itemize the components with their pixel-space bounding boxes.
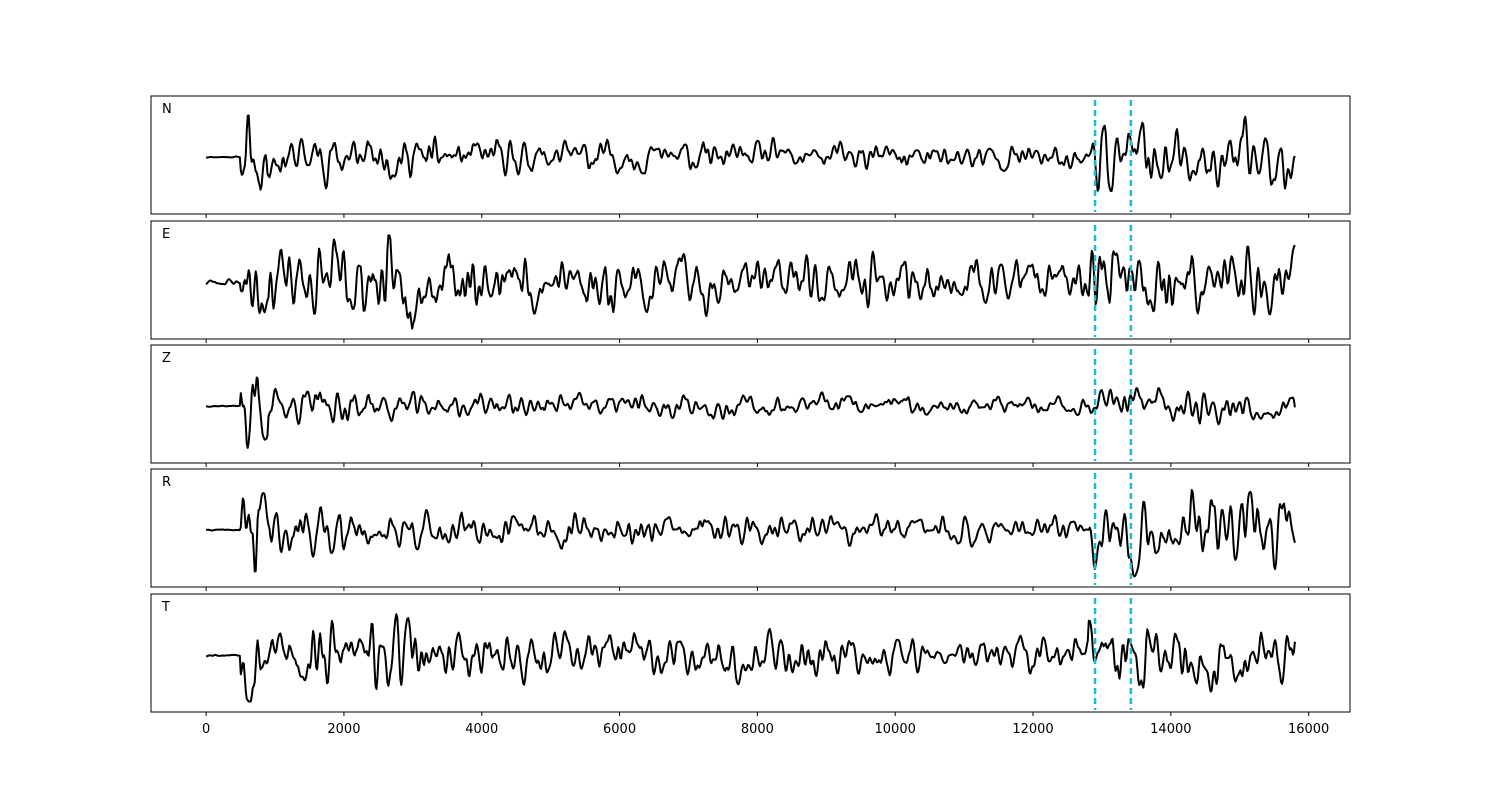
panel-frame xyxy=(150,220,1351,340)
channel-panel-t: T xyxy=(150,593,1351,716)
x-tick-label: 0 xyxy=(202,722,210,737)
channel-panel-z: Z xyxy=(150,344,1351,467)
panel-frame xyxy=(150,468,1351,588)
waveform-trace xyxy=(206,613,1296,703)
panel-frame xyxy=(150,593,1351,713)
x-tick-label: 14000 xyxy=(1150,722,1191,737)
x-tick-label: 8000 xyxy=(741,722,774,737)
waveform-trace xyxy=(206,114,1296,193)
channel-panels: N E Z R T xyxy=(150,95,1351,716)
x-tick-label: 10000 xyxy=(875,722,916,737)
channel-panel-r: R xyxy=(150,468,1351,591)
channel-label: N xyxy=(162,102,172,117)
x-tick-label: 2000 xyxy=(327,722,360,737)
waveform-trace xyxy=(205,489,1296,578)
x-tick-label: 4000 xyxy=(465,722,498,737)
panel-frame xyxy=(150,95,1351,215)
waveform-trace xyxy=(205,234,1296,330)
channel-panel-n: N xyxy=(150,95,1351,218)
channel-panel-e: E xyxy=(150,220,1351,343)
waveform-trace xyxy=(206,376,1296,449)
channel-label: Z xyxy=(162,351,171,366)
channel-label: T xyxy=(161,600,170,615)
channel-label: E xyxy=(162,227,170,242)
x-tick-label: 12000 xyxy=(1012,722,1053,737)
x-tick-label: 6000 xyxy=(603,722,636,737)
x-axis: 0 2000 4000 6000 8000 10000 12000 14000 16000 xyxy=(202,722,1329,737)
channel-label: R xyxy=(162,475,171,490)
panel-frame xyxy=(150,344,1351,464)
x-tick-label: 16000 xyxy=(1288,722,1329,737)
